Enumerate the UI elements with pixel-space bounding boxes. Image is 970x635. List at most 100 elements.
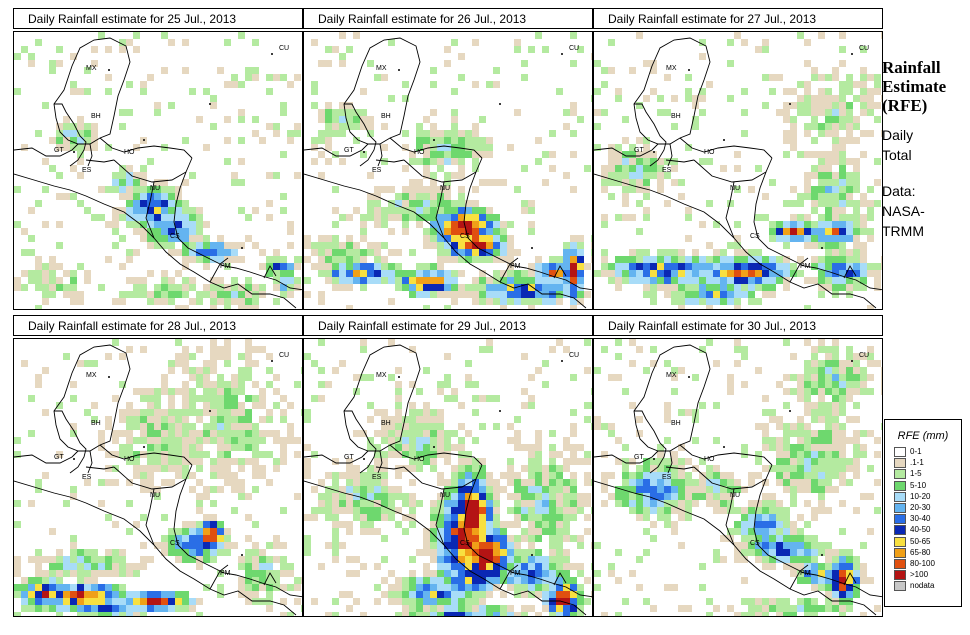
rainfall-cell — [77, 605, 84, 612]
rainfall-cell — [472, 144, 479, 151]
rainfall-cell — [706, 242, 713, 249]
rainfall-cell — [797, 81, 804, 88]
rainfall-cell — [367, 249, 374, 256]
rainfall-cell — [374, 74, 381, 81]
rainfall-cell — [287, 430, 294, 437]
rainfall-cell — [168, 605, 175, 612]
rainfall-cell — [35, 277, 42, 284]
rainfall-cell — [594, 109, 601, 116]
rainfall-cell — [224, 430, 231, 437]
rainfall-cell — [853, 465, 860, 472]
country-border — [403, 159, 477, 183]
rainfall-cell — [367, 374, 374, 381]
rainfall-cell — [783, 102, 790, 109]
rainfall-cell — [402, 514, 409, 521]
legend-item: 20-30 — [894, 502, 961, 513]
rainfall-cell — [465, 507, 472, 514]
rainfall-cell — [720, 472, 727, 479]
rainfall-cell — [853, 458, 860, 465]
rainfall-cell — [189, 542, 196, 549]
rainfall-cell — [486, 507, 493, 514]
city-marker — [851, 53, 853, 55]
rainfall-cell — [762, 277, 769, 284]
rainfall-cell — [713, 556, 720, 563]
rainfall-cell — [465, 472, 472, 479]
rainfall-cell — [273, 123, 280, 130]
rainfall-cell — [769, 416, 776, 423]
rainfall-cell — [280, 612, 287, 616]
rainfall-cell — [126, 598, 133, 605]
country-border — [375, 466, 405, 470]
rainfall-cell — [535, 256, 542, 263]
rainfall-cell — [63, 605, 70, 612]
rainfall-cell — [458, 472, 465, 479]
rainfall-cell — [853, 137, 860, 144]
rainfall-cell — [402, 193, 409, 200]
rainfall-cell — [479, 556, 486, 563]
rainfall-cell — [332, 221, 339, 228]
rainfall-cell — [332, 186, 339, 193]
rainfall-cell — [804, 458, 811, 465]
rainfall-cell — [528, 402, 535, 409]
rainfall-cell — [416, 221, 423, 228]
rainfall-cell — [203, 535, 210, 542]
rainfall-cell — [266, 598, 273, 605]
rainfall-cell — [388, 200, 395, 207]
rainfall-cell — [776, 74, 783, 81]
rainfall-cell — [252, 207, 259, 214]
rainfall-cell — [549, 151, 556, 158]
rainfall-cell — [161, 374, 168, 381]
rainfall-cell — [615, 165, 622, 172]
rainfall-cell — [650, 535, 657, 542]
rainfall-cell — [430, 416, 437, 423]
rainfall-cell — [493, 395, 500, 402]
rainfall-cell — [140, 284, 147, 291]
rainfall-cell — [217, 423, 224, 430]
rainfall-cell — [245, 214, 252, 221]
rainfall-cell — [238, 563, 245, 570]
rainfall-cell — [657, 172, 664, 179]
rainfall-cell — [126, 591, 133, 598]
rainfall-cell — [797, 374, 804, 381]
rainfall-cell — [797, 214, 804, 221]
rainfall-cell — [311, 395, 318, 402]
rainfall-cell — [507, 256, 514, 263]
rainfall-cell — [776, 612, 783, 616]
rainfall-cell — [692, 374, 699, 381]
rainfall-cell — [168, 291, 175, 298]
rainfall-cell — [360, 479, 367, 486]
rainfall-cell — [374, 465, 381, 472]
rainfall-cell — [339, 277, 346, 284]
rainfall-cell — [664, 172, 671, 179]
rainfall-cell — [741, 521, 748, 528]
rainfall-cell — [479, 116, 486, 123]
rainfall-cell — [346, 528, 353, 535]
rainfall-cell — [657, 109, 664, 116]
rainfall-cell — [734, 305, 741, 309]
rainfall-cell — [493, 256, 500, 263]
rainfall-cell — [409, 151, 416, 158]
rainfall-cell — [769, 465, 776, 472]
rainfall-cell — [535, 298, 542, 305]
rainfall-cell — [161, 193, 168, 200]
rainfall-cell — [437, 549, 444, 556]
rainfall-cell — [430, 228, 437, 235]
rainfall-cell — [839, 458, 846, 465]
rainfall-cell — [860, 193, 867, 200]
rainfall-cell — [70, 123, 77, 130]
rainfall-cell — [332, 612, 339, 616]
rainfall-cell — [685, 74, 692, 81]
rainfall-cell — [402, 584, 409, 591]
rainfall-cell — [112, 451, 119, 458]
rainfall-cell — [846, 88, 853, 95]
rainfall-cell — [182, 346, 189, 353]
rainfall-cell — [493, 514, 500, 521]
rainfall-cell — [28, 207, 35, 214]
country-label: CU — [859, 45, 869, 52]
rainfall-cell — [437, 612, 444, 616]
rainfall-cell — [332, 123, 339, 130]
rainfall-cell — [500, 570, 507, 577]
rainfall-cell — [755, 500, 762, 507]
rainfall-cell — [825, 165, 832, 172]
rainfall-cell — [514, 584, 521, 591]
